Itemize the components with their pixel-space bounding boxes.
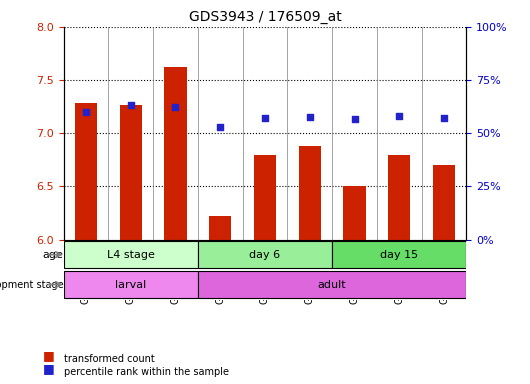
Point [127, 101, 135, 108]
Text: L4 stage: L4 stage [107, 250, 155, 260]
Point [171, 104, 180, 110]
Text: transformed count: transformed count [64, 354, 154, 364]
Text: larval: larval [115, 280, 146, 290]
Bar [433, 165, 455, 240]
Text: day 15: day 15 [380, 250, 418, 260]
Point [261, 115, 269, 121]
Text: day 6: day 6 [250, 250, 280, 260]
Text: ■: ■ [42, 362, 54, 376]
FancyBboxPatch shape [198, 271, 466, 298]
Bar [75, 103, 97, 240]
FancyBboxPatch shape [64, 241, 198, 268]
FancyBboxPatch shape [332, 241, 466, 268]
Text: development stage: development stage [0, 280, 64, 290]
Point [216, 124, 225, 130]
Point [305, 114, 314, 121]
Text: percentile rank within the sample: percentile rank within the sample [64, 367, 228, 377]
Bar [164, 67, 187, 240]
Bar [343, 187, 366, 240]
Bar [388, 154, 410, 240]
Point [440, 115, 448, 121]
Bar [298, 146, 321, 240]
Title: GDS3943 / 176509_at: GDS3943 / 176509_at [189, 10, 341, 25]
Bar [209, 216, 232, 240]
Point [350, 116, 359, 122]
FancyBboxPatch shape [198, 241, 332, 268]
Text: age: age [43, 250, 64, 260]
Point [395, 113, 403, 119]
Bar [254, 154, 276, 240]
Bar [120, 104, 142, 240]
Text: adult: adult [318, 280, 347, 290]
Text: ■: ■ [42, 349, 54, 362]
Point [82, 109, 90, 115]
FancyBboxPatch shape [64, 271, 198, 298]
